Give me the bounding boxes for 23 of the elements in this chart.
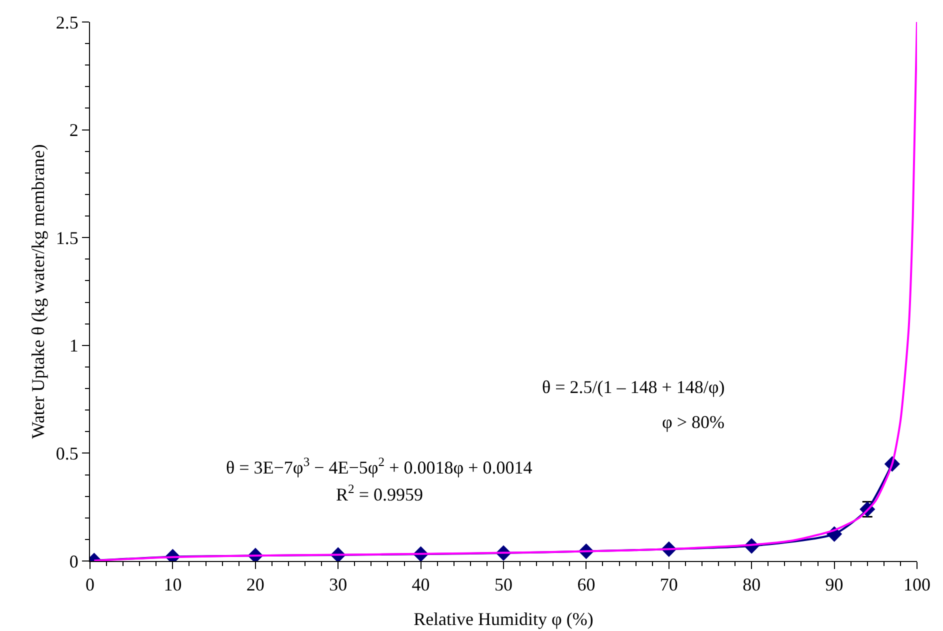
y-tick-label: 2: [69, 120, 78, 140]
x-tick-label: 100: [904, 574, 930, 595]
x-tick-label: 40: [412, 574, 430, 595]
y-tick-label: 1: [69, 336, 78, 356]
y-axis-title: Water Uptake θ (kg water/kg membrane): [28, 144, 48, 439]
x-axis-title: Relative Humidity φ (%): [414, 609, 594, 629]
x-tick-label: 0: [86, 574, 94, 595]
x-tick-label: 20: [246, 574, 264, 595]
x-tick-label: 50: [494, 574, 512, 595]
annotation: φ > 80%: [662, 412, 725, 432]
x-tick-label: 10: [164, 574, 182, 595]
x-tick-label: 80: [742, 574, 761, 595]
annotation: θ = 2.5/(1 – 148 + 148/φ): [542, 377, 725, 397]
annotation: θ = 3E−7φ$^{3}$ − 4E−5φ$^{2}$ + 0.0018φ + 0.0014: [226, 455, 532, 478]
y-tick-label: 0: [69, 551, 78, 572]
x-tick-label: 60: [577, 574, 596, 595]
y-tick-label: 0.5: [56, 444, 78, 464]
x-tick-label: 30: [329, 574, 348, 595]
x-tick-label: 70: [660, 574, 678, 595]
annotation: R$^{2}$ = 0.9959: [336, 482, 423, 505]
y-tick-label: 2.5: [56, 12, 78, 32]
x-tick-label: 90: [825, 574, 844, 595]
y-tick-label: 1.5: [56, 228, 78, 248]
